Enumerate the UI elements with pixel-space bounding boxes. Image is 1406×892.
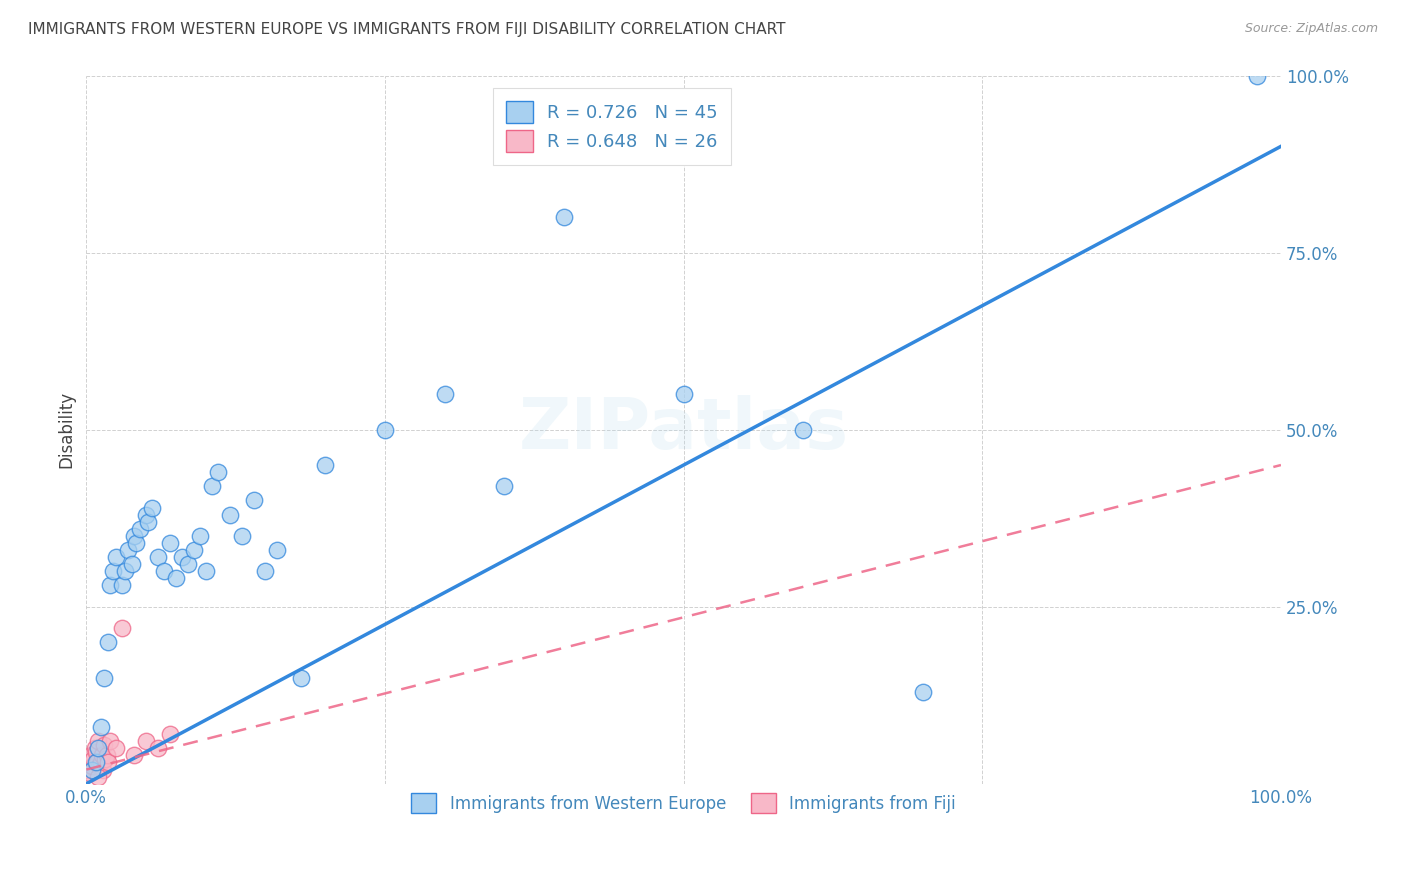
Point — [494, 479, 516, 493]
Point — [672, 387, 695, 401]
Point — [129, 522, 152, 536]
Point — [82, 763, 104, 777]
Legend: Immigrants from Western Europe, Immigrants from Fiji: Immigrants from Western Europe, Immigran… — [399, 781, 967, 825]
Y-axis label: Disability: Disability — [58, 391, 75, 468]
Point — [79, 766, 101, 780]
Point — [82, 759, 104, 773]
Point — [231, 529, 253, 543]
Point — [121, 557, 143, 571]
Point — [86, 756, 108, 770]
Point — [433, 387, 456, 401]
Point — [201, 479, 224, 493]
Point — [94, 752, 117, 766]
Point — [207, 465, 229, 479]
Point — [188, 529, 211, 543]
Point — [146, 741, 169, 756]
Point — [80, 748, 103, 763]
Point — [93, 738, 115, 752]
Point — [314, 458, 336, 472]
Point — [290, 671, 312, 685]
Point — [90, 748, 112, 763]
Point — [194, 564, 217, 578]
Point — [93, 671, 115, 685]
Point — [170, 550, 193, 565]
Point — [553, 210, 575, 224]
Point — [135, 508, 157, 522]
Text: IMMIGRANTS FROM WESTERN EUROPE VS IMMIGRANTS FROM FIJI DISABILITY CORRELATION CH: IMMIGRANTS FROM WESTERN EUROPE VS IMMIGR… — [28, 22, 786, 37]
Point — [101, 564, 124, 578]
Point — [125, 536, 148, 550]
Point — [84, 756, 107, 770]
Point — [177, 557, 200, 571]
Point — [117, 543, 139, 558]
Point — [111, 621, 134, 635]
Point — [97, 756, 120, 770]
Point — [254, 564, 277, 578]
Point — [76, 763, 98, 777]
Point — [218, 508, 240, 522]
Point — [91, 763, 114, 777]
Point — [87, 741, 110, 756]
Point — [135, 734, 157, 748]
Point — [82, 752, 104, 766]
Point — [153, 564, 176, 578]
Point — [96, 748, 118, 763]
Point — [89, 759, 111, 773]
Point — [90, 720, 112, 734]
Point — [374, 423, 396, 437]
Point — [87, 734, 110, 748]
Point — [266, 543, 288, 558]
Text: ZIPatlas: ZIPatlas — [519, 395, 849, 464]
Point — [1246, 69, 1268, 83]
Point — [122, 748, 145, 763]
Point — [141, 500, 163, 515]
Point — [98, 734, 121, 748]
Point — [114, 564, 136, 578]
Point — [98, 578, 121, 592]
Point — [77, 756, 100, 770]
Point — [183, 543, 205, 558]
Point — [165, 571, 187, 585]
Text: Source: ZipAtlas.com: Source: ZipAtlas.com — [1244, 22, 1378, 36]
Point — [83, 741, 105, 756]
Point — [97, 635, 120, 649]
Point — [87, 770, 110, 784]
Point — [105, 741, 128, 756]
Point — [111, 578, 134, 592]
Point — [138, 515, 160, 529]
Point — [911, 684, 934, 698]
Point — [159, 727, 181, 741]
Point — [242, 493, 264, 508]
Point — [105, 550, 128, 565]
Point — [792, 423, 814, 437]
Point — [90, 756, 112, 770]
Point — [159, 536, 181, 550]
Point — [84, 745, 107, 759]
Point — [146, 550, 169, 565]
Point — [122, 529, 145, 543]
